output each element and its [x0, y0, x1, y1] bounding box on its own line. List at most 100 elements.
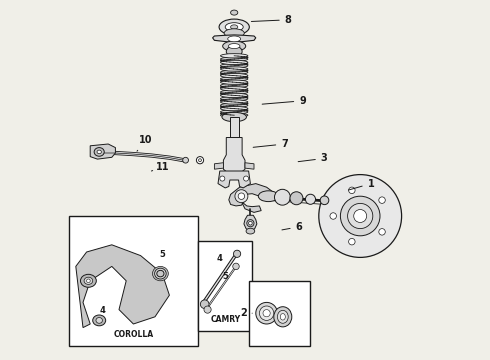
Ellipse shape — [233, 250, 241, 257]
Polygon shape — [245, 163, 254, 169]
Ellipse shape — [157, 270, 164, 277]
Ellipse shape — [220, 70, 248, 75]
Ellipse shape — [277, 310, 288, 323]
Ellipse shape — [220, 84, 248, 87]
Ellipse shape — [320, 196, 329, 204]
Ellipse shape — [274, 307, 292, 327]
Ellipse shape — [248, 221, 252, 225]
Text: 3: 3 — [298, 153, 328, 163]
Ellipse shape — [228, 36, 241, 42]
Ellipse shape — [220, 54, 248, 58]
Ellipse shape — [93, 315, 106, 326]
Ellipse shape — [152, 266, 169, 281]
Ellipse shape — [220, 96, 248, 101]
Ellipse shape — [319, 175, 402, 257]
Ellipse shape — [220, 73, 248, 78]
Text: 1: 1 — [348, 179, 374, 190]
Ellipse shape — [280, 314, 285, 320]
Text: 6: 6 — [282, 222, 302, 232]
Ellipse shape — [263, 310, 270, 317]
Polygon shape — [229, 184, 274, 206]
Text: 2: 2 — [240, 308, 252, 318]
Text: 8: 8 — [251, 15, 292, 25]
Ellipse shape — [274, 189, 291, 205]
Bar — [248, 281, 310, 346]
Ellipse shape — [233, 263, 239, 270]
Ellipse shape — [228, 44, 240, 49]
Bar — [69, 216, 198, 346]
Ellipse shape — [222, 112, 246, 122]
Ellipse shape — [220, 64, 248, 68]
Ellipse shape — [220, 176, 225, 181]
Text: 10: 10 — [137, 135, 153, 151]
Ellipse shape — [379, 197, 385, 203]
Ellipse shape — [155, 268, 166, 279]
Text: 7: 7 — [253, 139, 288, 149]
Ellipse shape — [330, 213, 337, 219]
Ellipse shape — [220, 100, 248, 104]
Polygon shape — [90, 144, 116, 159]
Polygon shape — [242, 202, 261, 212]
Text: 4: 4 — [216, 254, 222, 263]
Polygon shape — [223, 138, 245, 173]
Ellipse shape — [379, 229, 385, 235]
Ellipse shape — [348, 187, 355, 194]
Polygon shape — [76, 245, 170, 328]
Text: 4: 4 — [100, 306, 106, 315]
Ellipse shape — [200, 300, 209, 309]
Ellipse shape — [259, 306, 274, 320]
Ellipse shape — [220, 67, 248, 71]
Text: 5: 5 — [222, 272, 228, 281]
Ellipse shape — [341, 196, 380, 236]
Ellipse shape — [204, 306, 211, 313]
Ellipse shape — [224, 29, 245, 37]
Ellipse shape — [220, 90, 248, 94]
Ellipse shape — [220, 93, 248, 98]
Ellipse shape — [226, 46, 242, 57]
Ellipse shape — [222, 41, 245, 51]
Ellipse shape — [256, 302, 277, 324]
Bar — [229, 117, 239, 137]
Ellipse shape — [80, 274, 97, 287]
Text: 9: 9 — [262, 96, 306, 106]
Ellipse shape — [231, 25, 238, 29]
Ellipse shape — [220, 87, 248, 91]
Polygon shape — [213, 35, 256, 42]
Text: CAMRY: CAMRY — [210, 315, 240, 324]
Ellipse shape — [258, 191, 278, 202]
Ellipse shape — [247, 220, 254, 227]
Text: COROLLA: COROLLA — [113, 330, 153, 339]
Ellipse shape — [290, 192, 303, 205]
Polygon shape — [244, 215, 257, 230]
Ellipse shape — [220, 113, 248, 117]
Text: 11: 11 — [151, 162, 169, 172]
Ellipse shape — [84, 277, 93, 284]
Ellipse shape — [97, 150, 101, 154]
Ellipse shape — [96, 318, 102, 323]
Ellipse shape — [244, 176, 248, 181]
Ellipse shape — [246, 228, 255, 234]
Ellipse shape — [220, 60, 248, 64]
Ellipse shape — [354, 210, 367, 222]
Ellipse shape — [305, 194, 316, 204]
Bar — [198, 241, 252, 331]
Ellipse shape — [196, 157, 204, 164]
Polygon shape — [218, 171, 250, 188]
Ellipse shape — [347, 203, 373, 229]
Ellipse shape — [87, 279, 90, 283]
Ellipse shape — [198, 159, 201, 162]
Ellipse shape — [220, 110, 248, 114]
Ellipse shape — [220, 80, 248, 84]
Ellipse shape — [238, 193, 245, 199]
Ellipse shape — [220, 57, 248, 61]
Polygon shape — [215, 163, 223, 169]
Text: 5: 5 — [159, 251, 165, 260]
Ellipse shape — [219, 19, 249, 35]
Ellipse shape — [220, 103, 248, 107]
Ellipse shape — [231, 10, 238, 15]
Ellipse shape — [183, 157, 189, 163]
Ellipse shape — [225, 23, 243, 31]
Ellipse shape — [94, 148, 104, 156]
Ellipse shape — [220, 107, 248, 111]
Ellipse shape — [235, 190, 248, 203]
